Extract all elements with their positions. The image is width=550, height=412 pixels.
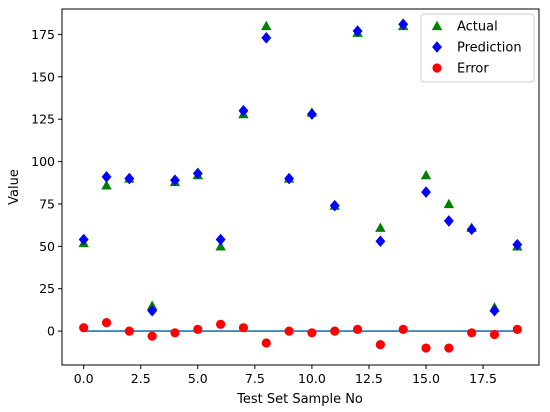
prediction-point (284, 172, 295, 185)
legend-marker-error (432, 63, 442, 73)
actual-point (375, 222, 386, 232)
error-point (307, 328, 317, 338)
error-point (444, 343, 454, 353)
prediction-point (329, 199, 340, 212)
error-point (124, 326, 134, 336)
error-point (489, 329, 500, 340)
prediction-point (78, 233, 89, 246)
x-tick-label: 15.0 (412, 371, 440, 386)
y-axis-label: Value (7, 169, 22, 205)
y-tick-label: 0 (47, 324, 55, 339)
actual-point (215, 241, 226, 251)
y-axis: 0 25 50 75 100 125 150 175 (31, 27, 62, 339)
error-point (216, 319, 226, 329)
actual-point (420, 169, 432, 180)
prediction-point (352, 25, 363, 37)
prediction-point (398, 18, 409, 31)
y-tick-label: 100 (31, 154, 55, 169)
error-point (101, 318, 112, 328)
series-error (79, 318, 522, 353)
error-point (398, 324, 408, 334)
x-tick-label: 5.0 (188, 371, 208, 386)
legend: Actual Prediction Error (420, 13, 535, 83)
x-tick-label: 0.0 (74, 371, 94, 386)
legend-label: Prediction (457, 41, 522, 56)
actual-point (261, 20, 272, 31)
x-axis-label: Test Set Sample No (236, 392, 363, 407)
x-tick-label: 10.0 (298, 371, 326, 386)
y-tick-label: 75 (39, 196, 55, 211)
error-point (284, 326, 294, 336)
error-point (170, 328, 180, 338)
prediction-point (124, 172, 135, 185)
error-point (330, 326, 340, 336)
prediction-point (421, 186, 431, 198)
plot-frame (61, 8, 540, 366)
error-point (421, 343, 431, 353)
legend-box (420, 13, 535, 83)
y-tick-label: 25 (39, 281, 55, 296)
error-point (261, 338, 271, 348)
x-tick-label: 2.5 (131, 371, 151, 386)
error-point (147, 331, 157, 341)
prediction-point (261, 32, 272, 44)
prediction-point (192, 167, 203, 180)
error-point (79, 323, 89, 333)
x-tick-label: 7.5 (245, 371, 265, 386)
prediction-point (489, 304, 500, 317)
prediction-point (306, 108, 317, 120)
error-point (467, 328, 477, 338)
prediction-point (215, 233, 226, 246)
prediction-point (466, 223, 477, 236)
x-axis: 0.0 2.5 5.0 7.5 10.0 12.5 15.0 17.5 (74, 365, 497, 386)
prediction-point (375, 235, 386, 248)
error-point (375, 340, 385, 350)
legend-item-prediction: Prediction (432, 41, 522, 56)
actual-point (443, 198, 455, 209)
prediction-point (147, 304, 158, 317)
series-prediction (78, 18, 523, 317)
legend-marker-prediction (432, 41, 442, 53)
x-tick-label: 12.5 (355, 371, 383, 386)
y-tick-label: 150 (31, 69, 55, 84)
prediction-point (238, 104, 249, 117)
legend-item-actual: Actual (431, 20, 498, 35)
actual-point (101, 180, 112, 190)
legend-label: Error (457, 62, 489, 77)
y-tick-label: 50 (39, 239, 55, 254)
y-tick-label: 175 (31, 27, 55, 42)
prediction-point (443, 215, 454, 227)
error-point (352, 324, 363, 334)
prediction-point (170, 174, 180, 187)
legend-marker-actual (431, 20, 443, 31)
prediction-point (512, 238, 523, 251)
error-point (512, 324, 522, 334)
legend-item-error: Error (432, 62, 489, 77)
x-tick-label: 17.5 (469, 371, 497, 386)
legend-label: Actual (457, 20, 498, 35)
error-point (238, 323, 249, 333)
error-point (193, 324, 203, 334)
prediction-point (101, 171, 112, 183)
plot-marks (78, 18, 523, 353)
y-tick-label: 125 (31, 112, 55, 127)
